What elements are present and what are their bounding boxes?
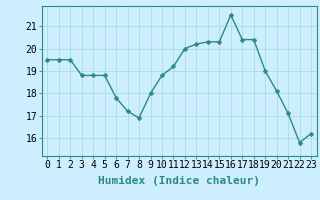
X-axis label: Humidex (Indice chaleur): Humidex (Indice chaleur) [98, 176, 260, 186]
